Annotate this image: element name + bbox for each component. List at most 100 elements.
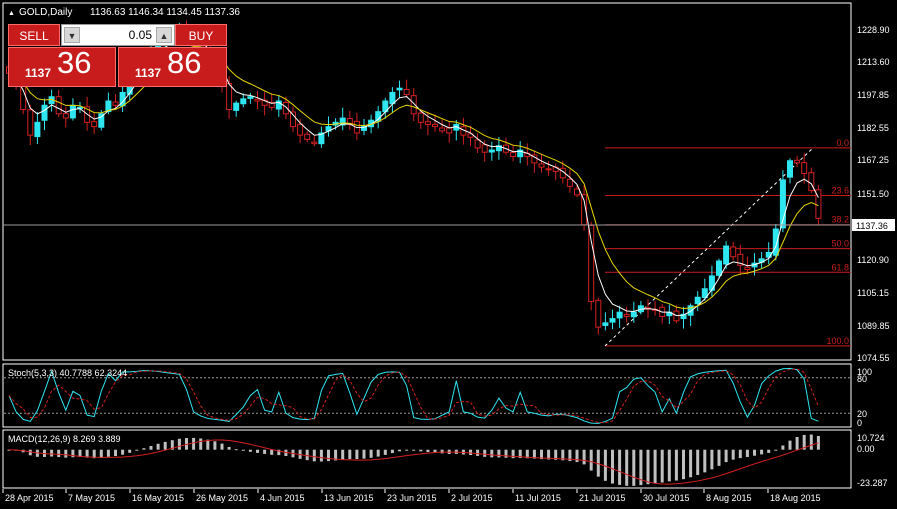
candle-body (545, 168, 552, 171)
macd-histogram-bar (518, 449, 522, 459)
date-label: 16 May 2015 (132, 493, 184, 503)
macd-histogram-bar (788, 440, 792, 450)
volume-input[interactable]: ▼ 0.05 ▲ (61, 24, 175, 46)
candle-body (240, 98, 247, 105)
buy-price-button[interactable]: 1137 86 (118, 45, 227, 87)
macd-histogram-bar (248, 449, 252, 452)
candle-body (538, 163, 545, 168)
macd-histogram-bar (71, 449, 75, 458)
macd-histogram-bar (753, 449, 756, 456)
macd-histogram-bar (234, 449, 238, 451)
macd-histogram-bar (696, 449, 700, 475)
macd-histogram-bar (781, 445, 785, 450)
candle-body (446, 127, 453, 134)
date-label: 4 Jun 2015 (260, 493, 305, 503)
candle-body (62, 113, 69, 119)
macd-histogram-bar (192, 437, 196, 450)
macd-histogram-bar (369, 449, 373, 458)
candle-body (772, 228, 779, 256)
price-label: 1197.85 (857, 90, 889, 100)
macd-histogram-bar (760, 449, 764, 455)
candle-body (318, 132, 325, 145)
price-label: 1120.90 (857, 255, 889, 265)
fib-level-label: 23.6 (831, 186, 849, 196)
candle-body (701, 288, 708, 299)
stoch-axis-label: 80 (857, 374, 867, 384)
macd-indicator (7, 434, 820, 486)
macd-histogram-bar (398, 449, 401, 452)
candle-body (694, 296, 701, 305)
macd-histogram-bar (376, 449, 380, 457)
candle-body (723, 245, 730, 265)
macd-histogram-bar (689, 449, 693, 478)
macd-histogram-bar (632, 449, 636, 486)
volume-increase-icon[interactable]: ▲ (156, 27, 172, 43)
price-label: 1089.85 (857, 321, 890, 331)
candle-body (247, 96, 254, 99)
volume-value[interactable]: 0.05 (128, 28, 152, 42)
macd-histogram-bar (57, 449, 61, 458)
candle-body (794, 159, 801, 164)
candle-body (98, 113, 105, 128)
candle-body (708, 275, 715, 291)
candle-body (403, 89, 410, 96)
macd-histogram-bar (483, 449, 487, 457)
sell-price-button[interactable]: 1137 36 (8, 45, 116, 87)
date-label: 8 Aug 2015 (706, 493, 752, 503)
macd-histogram-bar (227, 446, 231, 450)
macd-histogram-bar (603, 449, 607, 481)
sell-button[interactable]: SELL (8, 24, 60, 46)
macd-histogram-bar (809, 434, 813, 450)
candle-body (424, 121, 431, 125)
date-label: 11 Jul 2015 (515, 493, 561, 503)
current-price-value: 1137.36 (856, 221, 888, 231)
macd-histogram-bar (50, 449, 54, 457)
fib-level-label: 50.0 (831, 239, 849, 249)
stochastic-frame (2, 363, 852, 428)
macd-histogram-bar (341, 449, 345, 460)
sell-price-pips: 36 (57, 45, 92, 80)
date-label: 28 Apr 2015 (5, 493, 54, 503)
macd-histogram-bar (426, 449, 430, 453)
macd-histogram-bar (149, 446, 153, 450)
macd-histogram-bar (106, 449, 110, 457)
macd-histogram-bar (156, 443, 160, 450)
fib-level-label: 38.2 (831, 215, 849, 225)
time-axis: 28 Apr 2015 7 May 2015 16 May 2015 26 Ma… (2, 489, 821, 503)
stoch-axis-label: 100 (857, 367, 872, 377)
macd-histogram-bar (213, 441, 217, 450)
macd-histogram-bar (504, 449, 508, 458)
macd-histogram-bar (390, 449, 394, 454)
macd-axis-label: 0.00 (857, 444, 875, 454)
stoch-axis-label: 20 (857, 409, 867, 419)
collapse-icon[interactable]: ▲ (8, 10, 15, 17)
macd-histogram-bar (554, 449, 558, 460)
candle-body (311, 141, 318, 145)
candle-body (304, 133, 311, 140)
candle-body (396, 87, 403, 91)
macd-histogram-bar (121, 449, 125, 455)
fibonacci-retracement[interactable]: 0.0 23.6 38.2 50.0 61.8 100.0 (604, 138, 851, 347)
macd-histogram-bar (135, 449, 139, 451)
fib-level-label: 0.0 (836, 138, 849, 148)
buy-price-integer: 1137 (135, 66, 162, 80)
candle-body (432, 123, 438, 128)
macd-histogram-bar (802, 434, 806, 450)
date-label: 7 May 2015 (68, 493, 115, 503)
macd-histogram-bar (64, 449, 68, 458)
candle-body (254, 98, 261, 102)
candle-body (339, 117, 346, 126)
macd-histogram-bar (319, 449, 323, 462)
candle-body (574, 188, 580, 196)
macd-histogram-bar (618, 449, 622, 485)
buy-button[interactable]: BUY (175, 24, 227, 46)
candle-body (282, 102, 289, 115)
candle-body (41, 104, 48, 121)
price-label: 1213.60 (857, 57, 890, 67)
macd-histogram-bar (532, 449, 536, 459)
macd-histogram-bar (305, 449, 309, 461)
volume-decrease-icon[interactable]: ▼ (64, 27, 80, 43)
macd-histogram-bar (511, 449, 515, 459)
macd-histogram-bar (611, 449, 614, 484)
